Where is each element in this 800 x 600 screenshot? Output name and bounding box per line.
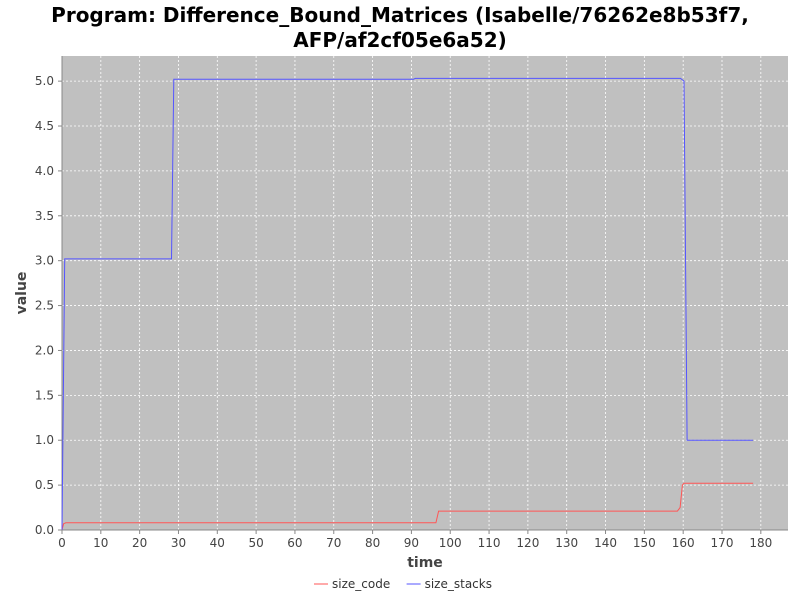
axes [61,56,788,531]
x-tick-label: 50 [248,536,263,550]
x-tick-label: 160 [672,536,695,550]
tick-labels: 0 10 20 30 40 50 60 70 80 90 100 110 120 130 140 150 160… [35,74,772,550]
chart-title-line: Program: Difference_Bound_Matrices (Isab… [51,3,749,27]
y-tick-label: 0.0 [35,523,54,537]
y-tick-label: 1.0 [35,433,54,447]
y-axis-title: value [14,272,30,315]
x-tick-label: 100 [439,536,462,550]
x-tick-label: 70 [326,536,341,550]
x-tick-label: 10 [93,536,108,550]
x-tick-label: 180 [749,536,772,550]
x-tick-label: 20 [132,536,147,550]
x-tick-label: 30 [171,536,186,550]
x-tick-label: 150 [633,536,656,550]
legend: size_code size_stacks [314,577,492,591]
x-tick-label: 170 [711,536,734,550]
series-line-size-stacks [61,77,754,531]
plot-area [62,56,788,530]
y-tick-label: 5.0 [35,74,54,88]
y-tick-label: 2.5 [35,299,54,313]
x-tick-label: 60 [287,536,302,550]
series-lines [61,77,754,531]
series-line-size-code [61,482,754,531]
y-tick-label: 2.0 [35,343,54,357]
legend-label: size_stacks [425,577,492,591]
x-tick-label: 110 [478,536,501,550]
x-tick-label: 90 [404,536,419,550]
legend-label: size_code [332,577,390,591]
y-tick-label: 3.5 [35,209,54,223]
chart-title-line: AFP/af2cf05e6a52) [293,28,507,52]
x-tick-label: 0 [58,536,66,550]
x-axis-title: time [407,555,443,571]
y-tick-label: 4.0 [35,164,54,178]
y-tick-label: 0.5 [35,478,54,492]
y-tick-label: 4.5 [35,119,54,133]
x-tick-label: 130 [555,536,578,550]
grid-lines [61,56,788,531]
chart-title: Program: Difference_Bound_Matrices (Isab… [51,3,749,52]
x-tick-label: 140 [594,536,617,550]
y-tick-label: 3.0 [35,254,54,268]
x-tick-label: 40 [210,536,225,550]
x-tick-label: 120 [516,536,539,550]
x-tick-label: 80 [365,536,380,550]
y-tick-label: 1.5 [35,388,54,402]
